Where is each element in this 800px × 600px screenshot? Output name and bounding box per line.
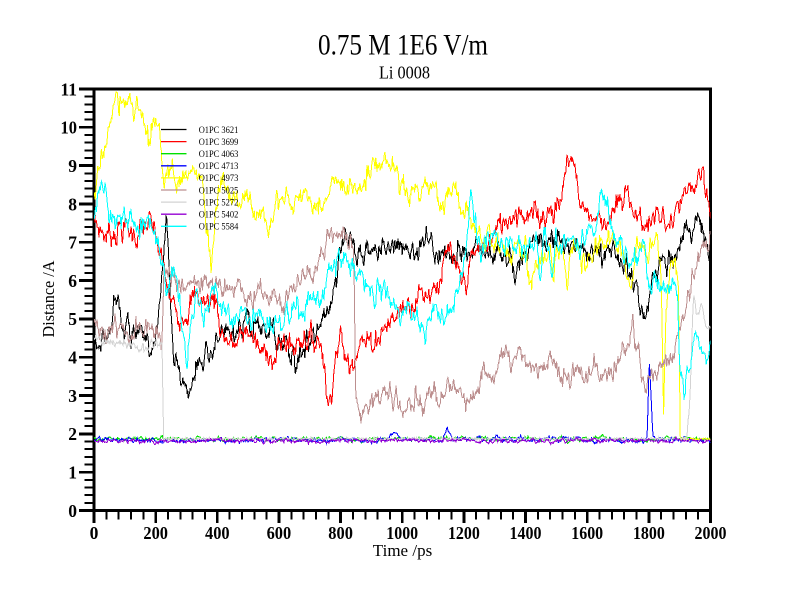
- svg-text:O1PC 5025: O1PC 5025: [199, 185, 239, 195]
- svg-text:10: 10: [61, 118, 78, 138]
- svg-text:7: 7: [68, 233, 77, 253]
- svg-text:0: 0: [68, 501, 77, 521]
- svg-text:2000: 2000: [695, 523, 727, 543]
- svg-text:1600: 1600: [571, 523, 603, 543]
- svg-text:O1PC 5402: O1PC 5402: [199, 210, 239, 220]
- svg-text:4: 4: [68, 348, 77, 368]
- svg-text:6: 6: [68, 271, 77, 291]
- svg-text:800: 800: [328, 523, 353, 543]
- svg-text:200: 200: [143, 523, 168, 543]
- svg-text:O1PC 4713: O1PC 4713: [199, 161, 239, 171]
- svg-text:9: 9: [68, 156, 77, 176]
- svg-text:O1PC 4973: O1PC 4973: [199, 173, 239, 183]
- svg-text:1400: 1400: [510, 523, 542, 543]
- svg-text:3: 3: [68, 386, 77, 406]
- svg-text:1000: 1000: [386, 523, 418, 543]
- svg-text:1200: 1200: [448, 523, 480, 543]
- svg-text:O1PC 5584: O1PC 5584: [199, 222, 239, 232]
- svg-text:Li 0008: Li 0008: [379, 63, 430, 83]
- svg-text:0: 0: [90, 523, 99, 543]
- svg-text:8: 8: [68, 194, 77, 214]
- svg-text:O1PC 4063: O1PC 4063: [199, 149, 239, 159]
- svg-text:600: 600: [267, 523, 292, 543]
- svg-text:Time /ps: Time /ps: [373, 541, 432, 560]
- svg-text:0.75 M 1E6 V/m: 0.75 M 1E6 V/m: [318, 29, 488, 62]
- svg-text:O1PC 3621: O1PC 3621: [199, 125, 239, 135]
- svg-text:5: 5: [68, 309, 77, 329]
- svg-text:1: 1: [68, 463, 77, 483]
- svg-text:400: 400: [205, 523, 230, 543]
- svg-text:O1PC 5272: O1PC 5272: [199, 197, 239, 207]
- svg-text:Distance /A: Distance /A: [39, 260, 58, 338]
- svg-text:O1PC 3699: O1PC 3699: [199, 137, 239, 147]
- svg-text:1800: 1800: [633, 523, 665, 543]
- svg-text:11: 11: [61, 79, 78, 99]
- svg-text:2: 2: [68, 424, 77, 444]
